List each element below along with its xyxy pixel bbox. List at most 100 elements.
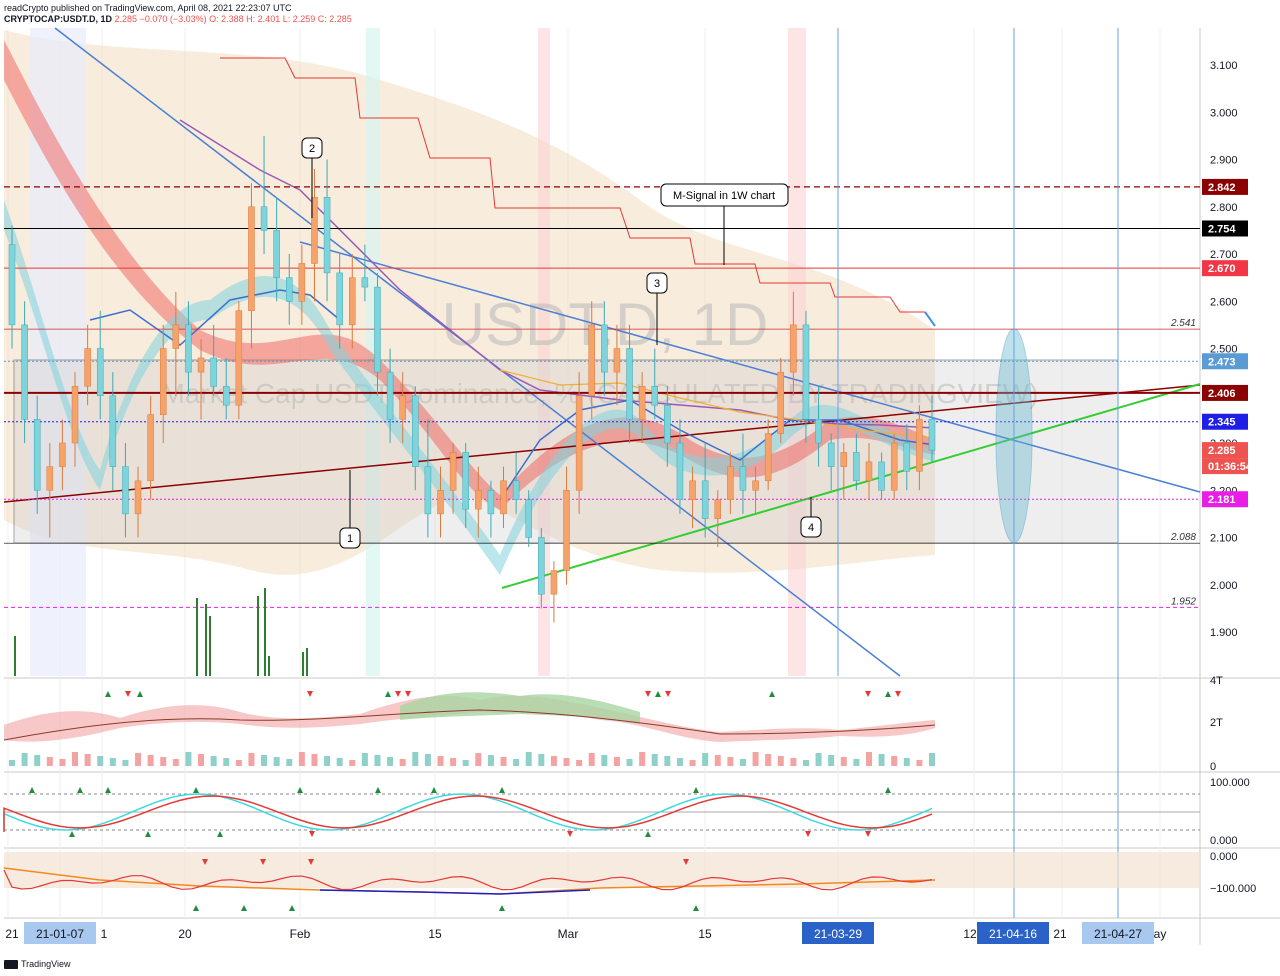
candle (71, 372, 79, 467)
candle (601, 301, 608, 396)
up-arrow-icon (885, 691, 891, 697)
price-badges: 2.842 2.754 2.670 2.473 2.406 2.345 2.285 01:36… (1202, 178, 1253, 508)
candle (802, 310, 810, 443)
up-arrow-icon (105, 691, 111, 697)
down-arrow-icon (202, 859, 208, 865)
callout-3: 3 (646, 272, 668, 345)
time-label: 21 (1053, 927, 1067, 941)
up-arrow-icon (137, 691, 143, 697)
symbol-line: CRYPTOCAP:USDT.D, 1D 2.285 −0.070 (−3.03… (4, 14, 352, 24)
callout-msignal: M-Signal in 1W chart (660, 183, 789, 265)
svg-text:2.181: 2.181 (1208, 494, 1236, 506)
up-arrow-icon (375, 787, 381, 793)
indicator-bar (412, 752, 419, 766)
candle (613, 324, 621, 406)
panel-4-axis: 0.000 −100.000 (1210, 851, 1256, 895)
indicator-bar (109, 758, 116, 766)
volume-bar (268, 656, 270, 676)
svg-text:2.345: 2.345 (1208, 417, 1236, 429)
ohlc-values: O: 2.388 H: 2.401 L: 2.259 C: 2.285 (209, 14, 352, 24)
candle (588, 301, 595, 420)
chart-callouts: 1 2 3 4 M-Signal in 1W chart (301, 137, 822, 549)
indicator-bar (72, 752, 79, 766)
last-price: 2.285 (114, 14, 138, 24)
tradingview-chart[interactable]: USDT.D, 1D Market Cap USDT Dominance, % … (0, 0, 1280, 956)
indicator-bar (122, 760, 129, 766)
panel-2-tick: 4T (1210, 675, 1223, 687)
indicator-bar (865, 752, 872, 766)
indicator-bar (790, 758, 797, 766)
indicator-bar (626, 759, 633, 766)
down-arrow-icon (665, 691, 671, 697)
candle (626, 324, 633, 443)
tradingview-logo[interactable]: TradingView (4, 959, 71, 969)
svg-text:1: 1 (347, 533, 353, 545)
indicator-bar (185, 752, 192, 766)
candle (159, 324, 167, 443)
indicator-bar (450, 758, 457, 766)
time-axis[interactable]: 21 21-01-07 1 20 Feb 15 Mar 15 21-03-29 12 21-04-1… (5, 922, 1166, 944)
time-label: Feb (290, 927, 311, 941)
level-label: 2.088 (1170, 532, 1196, 543)
svg-text:12: 12 (963, 927, 977, 941)
indicator-bar (525, 752, 532, 766)
price-change: −0.070 (−3.03%) (139, 14, 207, 24)
panel-3-oscillator (3, 787, 1200, 837)
candle (311, 168, 318, 302)
candle (903, 424, 911, 491)
svg-text:2.754: 2.754 (1208, 223, 1236, 235)
indicator-bar (437, 756, 444, 766)
panel-2-indicator (3, 691, 936, 766)
candle (790, 291, 797, 396)
svg-text:1: 1 (101, 927, 108, 941)
price-badge: 2.473 (1202, 353, 1248, 370)
price-badge: 2.670 (1202, 260, 1248, 277)
indicator-bar (349, 760, 356, 766)
time-label: 21-04-16 (977, 922, 1049, 944)
callout-4: 4 (800, 497, 822, 538)
time-label: 1 (101, 927, 108, 941)
candle (840, 443, 848, 500)
indicator-bar (84, 754, 91, 766)
candle (865, 443, 873, 500)
candle (928, 395, 936, 462)
panel-2-axis: 4T 2T 0 (1210, 675, 1223, 773)
candle (424, 419, 432, 538)
indicator-bar (21, 753, 28, 766)
svg-text:01:36:54: 01:36:54 (1208, 461, 1253, 473)
level-labels: 2.541 2.088 1.952 (1170, 318, 1196, 607)
time-label: 21-04-27 (1082, 922, 1154, 944)
price-tick: 3.100 (1210, 60, 1238, 72)
indicator-bar (46, 757, 53, 766)
up-arrow-icon (241, 905, 247, 911)
candle (84, 324, 91, 406)
svg-text:21-03-29: 21-03-29 (814, 927, 862, 941)
indicator-bar (34, 755, 41, 766)
time-label: 21-01-07 (24, 922, 96, 944)
price-badge: 2.181 (1202, 491, 1248, 508)
down-arrow-icon (895, 691, 901, 697)
svg-text:21-04-27: 21-04-27 (1094, 927, 1142, 941)
price-badge: 2.406 (1202, 384, 1248, 401)
candle (525, 490, 532, 547)
indicator-bar (223, 758, 230, 766)
candle (386, 348, 394, 443)
svg-text:21: 21 (5, 927, 19, 941)
candle (197, 339, 205, 420)
price-tick: 3.000 (1210, 107, 1238, 119)
indicator-bar (500, 757, 507, 766)
up-arrow-icon (385, 691, 391, 697)
indicator-bar (664, 756, 671, 766)
candlesticks (8, 135, 936, 623)
candle (878, 452, 885, 500)
down-arrow-icon (308, 859, 314, 865)
indicator-bar (198, 754, 205, 766)
price-tick: 2.500 (1210, 344, 1238, 356)
candle (777, 357, 785, 443)
up-arrow-icon (77, 787, 83, 793)
indicator-bar (361, 753, 368, 766)
price-axis[interactable]: 3.1003.0002.9002.8002.7002.6002.5002.400… (1210, 60, 1238, 639)
candle (462, 443, 469, 529)
candle (500, 466, 507, 529)
svg-text:2.473: 2.473 (1208, 356, 1236, 368)
